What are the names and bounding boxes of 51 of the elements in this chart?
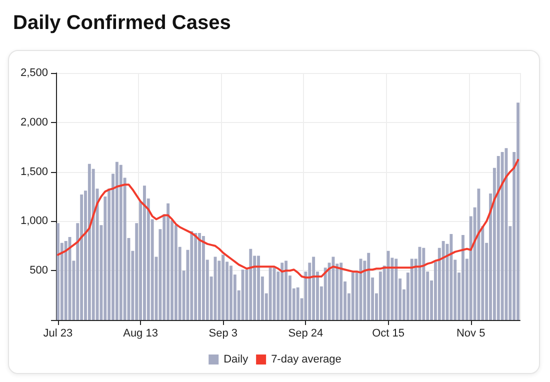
bar bbox=[88, 164, 91, 320]
bar bbox=[257, 256, 260, 320]
bar bbox=[332, 256, 335, 320]
x-tick-label: Aug 13 bbox=[123, 328, 158, 340]
y-tick-label: 1,500 bbox=[20, 166, 48, 178]
bar bbox=[56, 223, 60, 320]
y-tick-label: 2,000 bbox=[20, 116, 48, 128]
y-tick-label: 2,500 bbox=[20, 67, 48, 79]
legend-label: Daily bbox=[224, 354, 249, 366]
bar bbox=[230, 266, 232, 320]
bar bbox=[284, 260, 288, 320]
bar bbox=[222, 254, 225, 320]
bar bbox=[115, 162, 118, 320]
bar bbox=[500, 152, 504, 320]
bar bbox=[198, 233, 201, 320]
bar bbox=[119, 164, 122, 320]
bar bbox=[312, 256, 316, 320]
x-tick-label: Nov 5 bbox=[456, 328, 486, 340]
bar bbox=[442, 240, 445, 320]
bar bbox=[450, 234, 453, 320]
bar bbox=[340, 262, 343, 320]
bar bbox=[280, 262, 284, 320]
bar bbox=[351, 272, 354, 320]
bar bbox=[190, 231, 194, 320]
bar bbox=[422, 248, 426, 320]
bar bbox=[496, 156, 500, 320]
y-tick-label: 500 bbox=[30, 264, 48, 277]
x-tick-label: Sep 3 bbox=[208, 328, 238, 340]
bar bbox=[367, 252, 370, 320]
bar bbox=[64, 240, 68, 320]
x-tick-label: Jul 23 bbox=[43, 328, 73, 340]
bar bbox=[194, 233, 198, 320]
bar bbox=[296, 287, 300, 320]
bar bbox=[410, 258, 414, 320]
x-tick-label: Sep 24 bbox=[288, 328, 324, 340]
bar bbox=[268, 268, 272, 320]
x-tick-label: Oct 15 bbox=[372, 328, 404, 340]
bar bbox=[477, 188, 480, 320]
bar bbox=[166, 203, 170, 320]
bar bbox=[80, 194, 84, 320]
bar bbox=[143, 186, 146, 320]
bar bbox=[202, 236, 205, 320]
bar bbox=[394, 258, 398, 320]
line-series bbox=[56, 158, 520, 279]
legend-label: 7-day average bbox=[271, 354, 342, 366]
chart-title: Daily Confirmed Cases bbox=[13, 12, 231, 34]
bar bbox=[249, 248, 252, 320]
bar bbox=[241, 270, 244, 320]
bar bbox=[462, 235, 464, 320]
bar bbox=[516, 102, 520, 320]
y-tick-label: 1,000 bbox=[20, 215, 48, 228]
